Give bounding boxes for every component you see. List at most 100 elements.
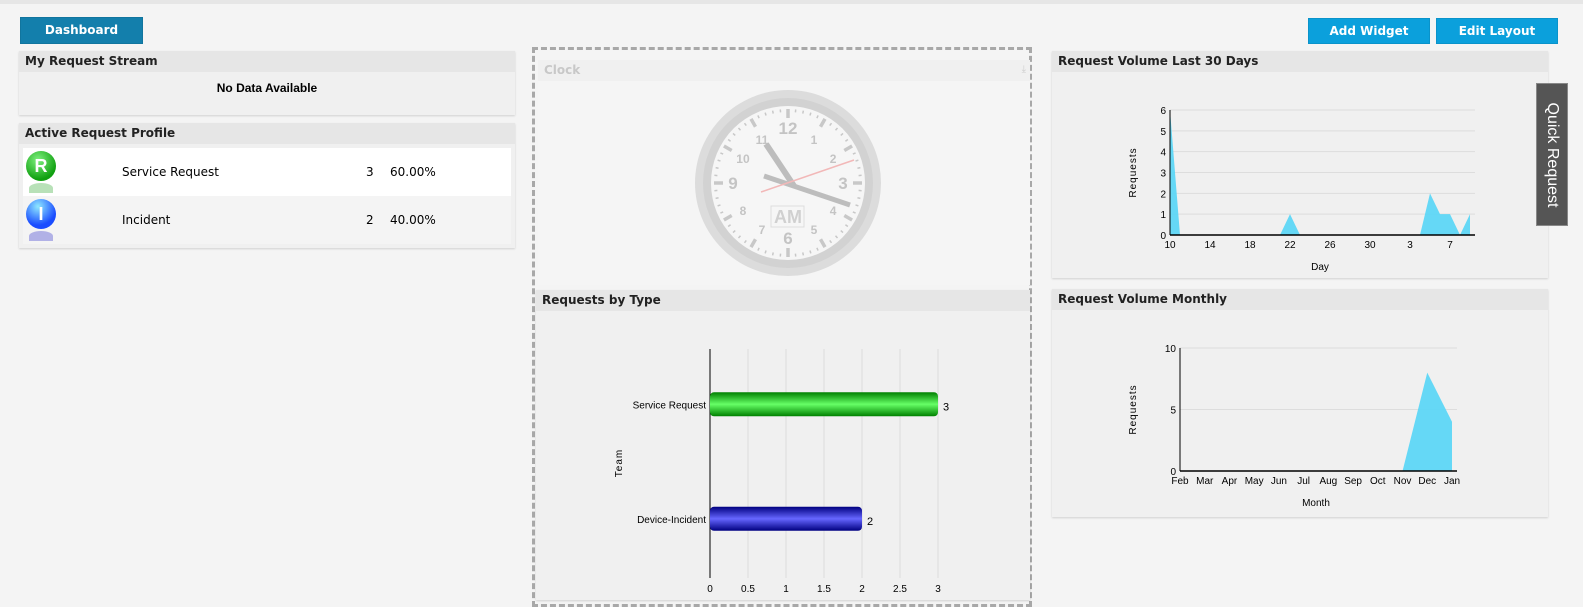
green-r-badge-icon: R xyxy=(26,151,56,181)
clock-tick xyxy=(856,205,859,206)
x-tick-label: 3 xyxy=(1407,240,1413,251)
x-tick-label: 30 xyxy=(1364,240,1376,251)
y-tick-label: 6 xyxy=(1160,106,1166,117)
x-tick-label: 1 xyxy=(783,584,789,595)
x-tick-label: Jul xyxy=(1297,476,1310,487)
profile-row-service-request[interactable]: R Service Request 3 60.00% xyxy=(23,148,511,196)
x-tick-label: Sep xyxy=(1344,476,1362,487)
clock-tick xyxy=(718,160,721,161)
clock-tick xyxy=(716,168,719,169)
clock-number: 8 xyxy=(740,204,747,218)
profile-count: 3 xyxy=(366,165,374,179)
y-axis-label: Team xyxy=(614,449,625,477)
clock-tick xyxy=(803,252,804,255)
clock-tick xyxy=(857,168,860,169)
clock-tick xyxy=(857,198,860,199)
category-label: Device-Incident xyxy=(637,515,706,526)
clock-tick xyxy=(765,251,766,254)
x-tick-label: Nov xyxy=(1394,476,1412,487)
x-axis-label: Month xyxy=(1302,498,1330,509)
x-tick-label: Apr xyxy=(1222,476,1238,487)
y-tick-label: 5 xyxy=(1170,406,1176,417)
widget-title[interactable]: Request Volume Last 30 Days xyxy=(1052,51,1548,72)
x-tick-label: Oct xyxy=(1370,476,1386,487)
profile-label: Incident xyxy=(122,213,170,227)
widget-title[interactable]: Clock xyxy=(538,60,1030,81)
bar-service-request xyxy=(710,392,938,416)
clock-number: 5 xyxy=(811,223,818,237)
profile-row-incident[interactable]: I Incident 2 40.00% xyxy=(23,196,511,244)
meridiem-label: AM xyxy=(774,207,802,227)
x-tick-label: Feb xyxy=(1171,476,1189,487)
profile-percent: 40.00% xyxy=(390,213,436,227)
empty-message: No Data Available xyxy=(19,81,515,95)
clock-number: 1 xyxy=(811,133,818,147)
profile-count: 2 xyxy=(366,213,374,227)
x-tick-label: Jun xyxy=(1271,476,1287,487)
edit-layout-button[interactable]: Edit Layout xyxy=(1436,18,1558,44)
badge-reflection xyxy=(29,183,53,193)
x-tick-label: 0.5 xyxy=(741,584,755,595)
y-tick-label: 2 xyxy=(1160,189,1166,200)
widget-title[interactable]: Active Request Profile xyxy=(19,123,515,144)
x-tick-label: 26 xyxy=(1324,240,1336,251)
data-label: 2 xyxy=(867,516,873,528)
data-label: 3 xyxy=(943,401,949,413)
clock-tick xyxy=(773,111,774,114)
requests-by-type-widget: Requests by Type 0 0.5 1 1.5 2 2.5 3 Service Re… xyxy=(536,290,1030,600)
clock-tick xyxy=(803,111,804,114)
clock-number: 7 xyxy=(759,223,766,237)
y-tick-label: 4 xyxy=(1160,148,1166,159)
x-tick-label: 3 xyxy=(935,584,941,595)
x-tick-label: 2.5 xyxy=(893,584,907,595)
clock-number: 10 xyxy=(736,152,750,166)
x-tick-label: 22 xyxy=(1284,240,1296,251)
y-tick-label: 10 xyxy=(1165,344,1177,355)
clock-number: 4 xyxy=(830,204,837,218)
widget-title[interactable]: My Request Stream xyxy=(19,51,515,72)
area-series xyxy=(1180,373,1452,471)
blue-i-badge-icon: I xyxy=(26,199,56,229)
y-tick-label: 1 xyxy=(1160,210,1166,221)
top-border xyxy=(0,0,1583,4)
category-label: Service Request xyxy=(633,400,707,411)
y-tick-label: 5 xyxy=(1160,127,1166,138)
clock-number: 12 xyxy=(779,119,798,138)
add-widget-button[interactable]: Add Widget xyxy=(1308,18,1430,44)
x-tick-label: 2 xyxy=(859,584,865,595)
clock-number: 2 xyxy=(830,152,837,166)
widget-title[interactable]: Request Volume Monthly xyxy=(1052,289,1548,310)
x-axis-label: Day xyxy=(1311,262,1329,273)
clock-number: 3 xyxy=(838,174,847,193)
clock-tick xyxy=(773,252,774,255)
clock-tick xyxy=(810,113,811,116)
x-tick-label: Aug xyxy=(1319,476,1337,487)
download-icon[interactable]: ⤓ xyxy=(1022,64,1026,75)
clock-tick xyxy=(856,160,859,161)
x-tick-label: 18 xyxy=(1244,240,1256,251)
clock-tick xyxy=(765,113,766,116)
dashboard-button[interactable]: Dashboard xyxy=(20,17,143,44)
profile-label: Service Request xyxy=(122,165,219,179)
x-tick-label: 10 xyxy=(1164,240,1176,251)
x-tick-label: 7 xyxy=(1447,240,1453,251)
clock-tick xyxy=(810,251,811,254)
quick-request-tab[interactable]: Quick Request xyxy=(1536,83,1568,226)
clock-number: 9 xyxy=(728,174,737,193)
requests-by-type-chart: 0 0.5 1 1.5 2 2.5 3 Service Request 3 Device-Inci… xyxy=(536,311,1030,601)
x-tick-label: 1.5 xyxy=(817,584,831,595)
y-axis-label: Requests xyxy=(1128,147,1139,197)
x-tick-label: 0 xyxy=(707,584,713,595)
x-tick-label: Mar xyxy=(1196,476,1214,487)
my-request-stream-widget: My Request Stream No Data Available xyxy=(19,51,515,115)
clock-tick xyxy=(716,198,719,199)
x-tick-label: May xyxy=(1245,476,1264,487)
y-axis-label: Requests xyxy=(1128,384,1139,434)
bar-device-incident xyxy=(710,507,862,531)
widget-title[interactable]: Requests by Type xyxy=(536,290,1030,311)
